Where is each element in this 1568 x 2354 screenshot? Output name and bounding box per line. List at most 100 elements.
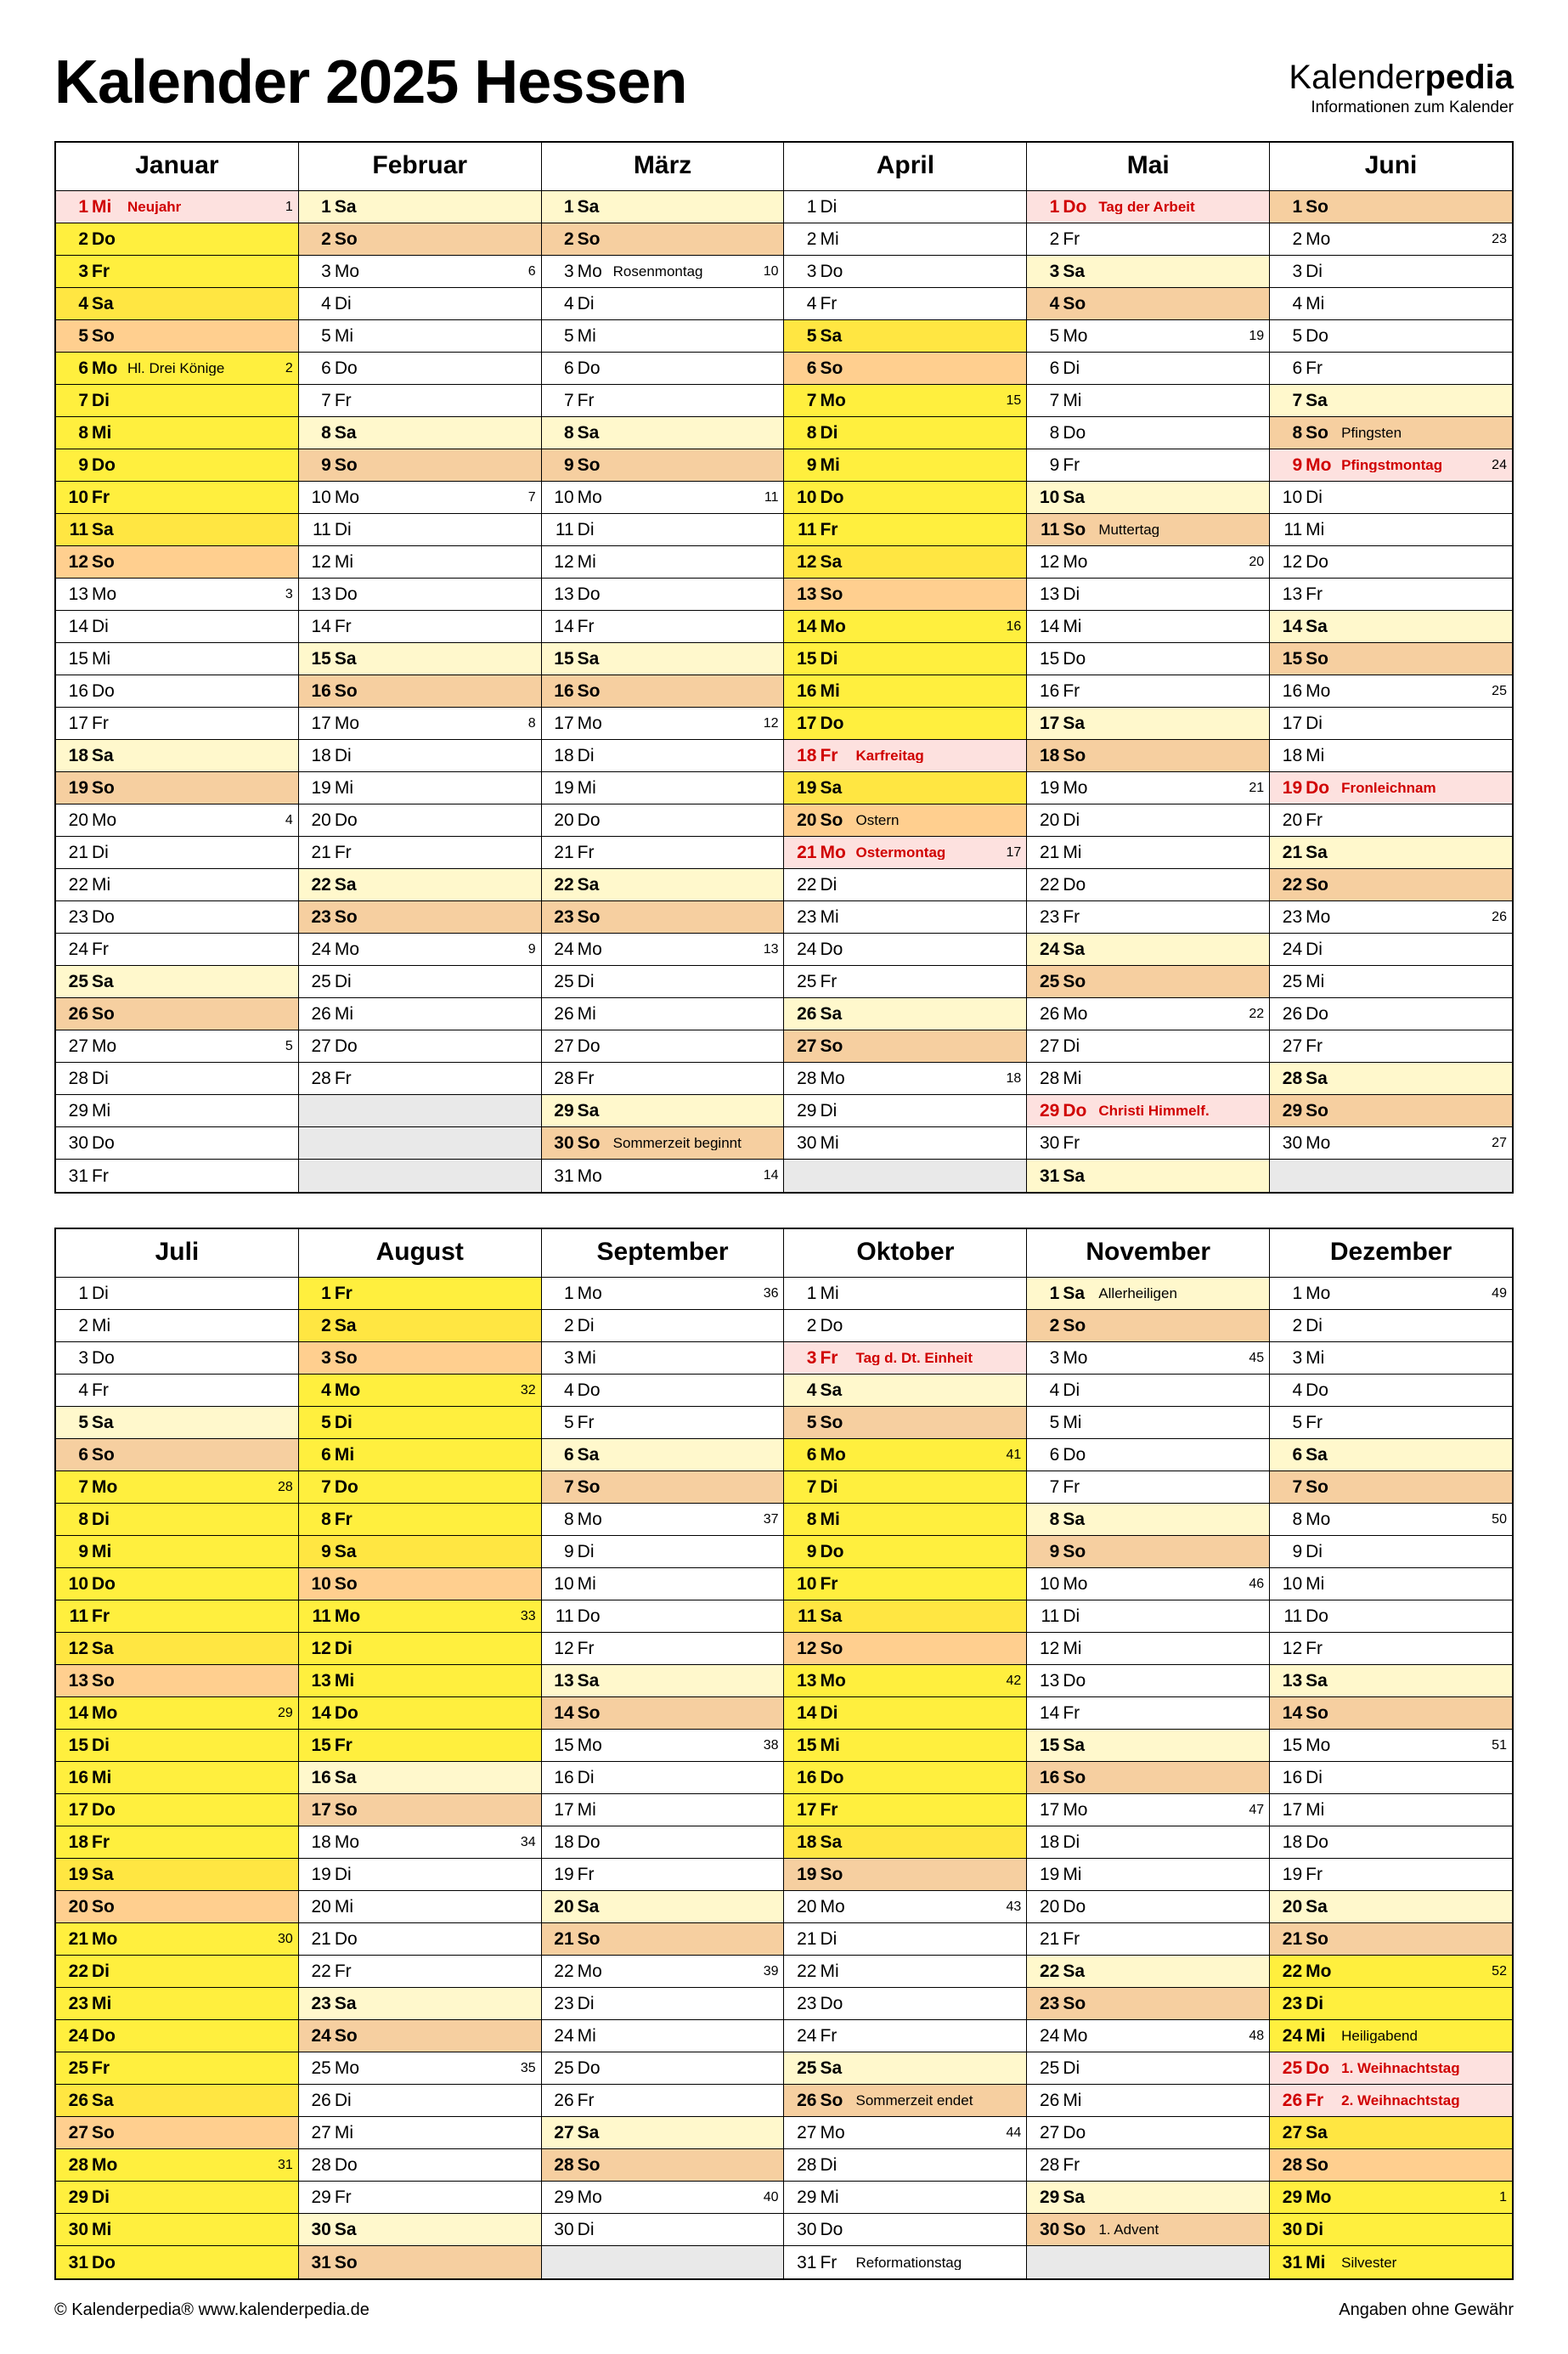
day-weekday: So: [335, 682, 369, 700]
day-weekday: Mo: [1306, 230, 1340, 248]
day-cell: 26Fr2. Weihnachtstag: [1270, 2085, 1512, 2117]
day-cell: 12Sa: [56, 1633, 298, 1665]
day-cell: 14Fr: [1027, 1697, 1269, 1730]
day-cell: 2Sa: [299, 1310, 541, 1342]
day-weekday: So: [335, 2254, 369, 2272]
day-number: 18: [63, 747, 92, 765]
day-weekday: Di: [578, 1995, 612, 2012]
day-number: 14: [1277, 618, 1306, 635]
day-number: 16: [1034, 1769, 1063, 1787]
day-number: 11: [306, 521, 335, 539]
day-cell: 25Do1. Weihnachtstag: [1270, 2052, 1512, 2085]
day-weekday: Fr: [1306, 1414, 1340, 1431]
day-cell: 3MoRosenmontag10: [542, 256, 784, 288]
day-weekday: Do: [820, 1543, 854, 1561]
day-number: 16: [791, 1769, 820, 1787]
day-note: 2. Weihnachtstag: [1340, 2093, 1483, 2108]
day-number: 31: [63, 2254, 92, 2272]
day-cell: 13Di: [1027, 579, 1269, 611]
day-weekday: Do: [820, 488, 854, 506]
day-number: 29: [549, 2188, 578, 2206]
day-weekday: Sa: [335, 876, 369, 894]
day-number: 14: [791, 618, 820, 635]
day-weekday: So: [1063, 1769, 1097, 1787]
day-number: 27: [1277, 1037, 1306, 1055]
day-cell: 3Di: [1270, 256, 1512, 288]
day-weekday: So: [1306, 1102, 1340, 1120]
day-number: 22: [791, 1962, 820, 1980]
week-number: 28: [269, 1481, 293, 1494]
day-weekday: Mo: [92, 585, 126, 603]
day-weekday: Di: [1063, 811, 1097, 829]
day-cell: 24Mi: [542, 2020, 784, 2052]
day-note: Pfingstmontag: [1340, 458, 1483, 472]
day-cell: 30Mo27: [1270, 1127, 1512, 1160]
week-number: 38: [754, 1739, 778, 1753]
day-number: 1: [1277, 198, 1306, 216]
day-cell: 28Fr: [1027, 2149, 1269, 2182]
day-cell: 16Fr: [1027, 675, 1269, 708]
day-number: 12: [1277, 1640, 1306, 1657]
day-cell: 30Do: [784, 2214, 1026, 2246]
day-cell: 3FrTag d. Dt. Einheit: [784, 1342, 1026, 1375]
day-cell: 30Di: [542, 2214, 784, 2246]
day-cell: 4So: [1027, 288, 1269, 320]
day-cell: 19DoFronleichnam: [1270, 772, 1512, 804]
day-weekday: Mi: [335, 327, 369, 345]
day-weekday: Mi: [92, 1769, 126, 1787]
day-cell: 20Do: [299, 804, 541, 837]
day-weekday: Sa: [92, 521, 126, 539]
day-cell: 21Fr: [299, 837, 541, 869]
day-number: 20: [791, 1898, 820, 1916]
week-number: 5: [269, 1040, 293, 1053]
day-number: 25: [1277, 973, 1306, 991]
day-cell: 8Di: [56, 1504, 298, 1536]
week-number: 46: [1240, 1578, 1264, 1591]
day-weekday: So: [820, 585, 854, 603]
day-weekday: So: [820, 1414, 854, 1431]
day-cell: 15Di: [56, 1730, 298, 1762]
day-cell: 9Di: [1270, 1536, 1512, 1568]
day-weekday: Mo: [1063, 2027, 1097, 2045]
day-cell: 16Sa: [299, 1762, 541, 1794]
day-number: 15: [1277, 1736, 1306, 1754]
day-cell: 12Mi: [1027, 1633, 1269, 1665]
day-number: 1: [1277, 1284, 1306, 1302]
day-weekday: So: [335, 456, 369, 474]
day-cell: 2So: [299, 223, 541, 256]
day-cell: 11Do: [1270, 1600, 1512, 1633]
day-weekday: So: [92, 2124, 126, 2142]
day-number: 17: [63, 714, 92, 732]
day-weekday: Mi: [335, 779, 369, 797]
day-weekday: Do: [92, 1575, 126, 1593]
day-weekday: Sa: [92, 1866, 126, 1883]
day-weekday: Mi: [578, 779, 612, 797]
day-cell: 4Di: [1027, 1375, 1269, 1407]
day-cell: 18Mi: [1270, 740, 1512, 772]
day-number: 25: [549, 973, 578, 991]
day-weekday: So: [1306, 198, 1340, 216]
day-number: 10: [1277, 1575, 1306, 1593]
day-weekday: Do: [820, 1995, 854, 2012]
day-number: 22: [1034, 1962, 1063, 1980]
day-number: 19: [791, 1866, 820, 1883]
day-number: 23: [63, 1995, 92, 2012]
day-number: 23: [791, 908, 820, 926]
day-weekday: Fr: [335, 844, 369, 861]
day-cell: 4Mo32: [299, 1375, 541, 1407]
day-number: 6: [791, 359, 820, 377]
day-number: 2: [549, 1317, 578, 1335]
day-weekday: Do: [1063, 1446, 1097, 1464]
day-number: 13: [1277, 1672, 1306, 1690]
day-weekday: So: [578, 456, 612, 474]
day-cell: 8Mi: [784, 1504, 1026, 1536]
day-number: 4: [549, 295, 578, 313]
day-cell: 16Do: [784, 1762, 1026, 1794]
day-cell: 12Fr: [1270, 1633, 1512, 1665]
day-weekday: Mi: [1306, 1801, 1340, 1819]
day-cell: 12Mo20: [1027, 546, 1269, 579]
day-cell: 25Mo35: [299, 2052, 541, 2085]
day-weekday: Di: [578, 1769, 612, 1787]
day-number: 9: [1277, 456, 1306, 474]
day-weekday: Do: [335, 811, 369, 829]
